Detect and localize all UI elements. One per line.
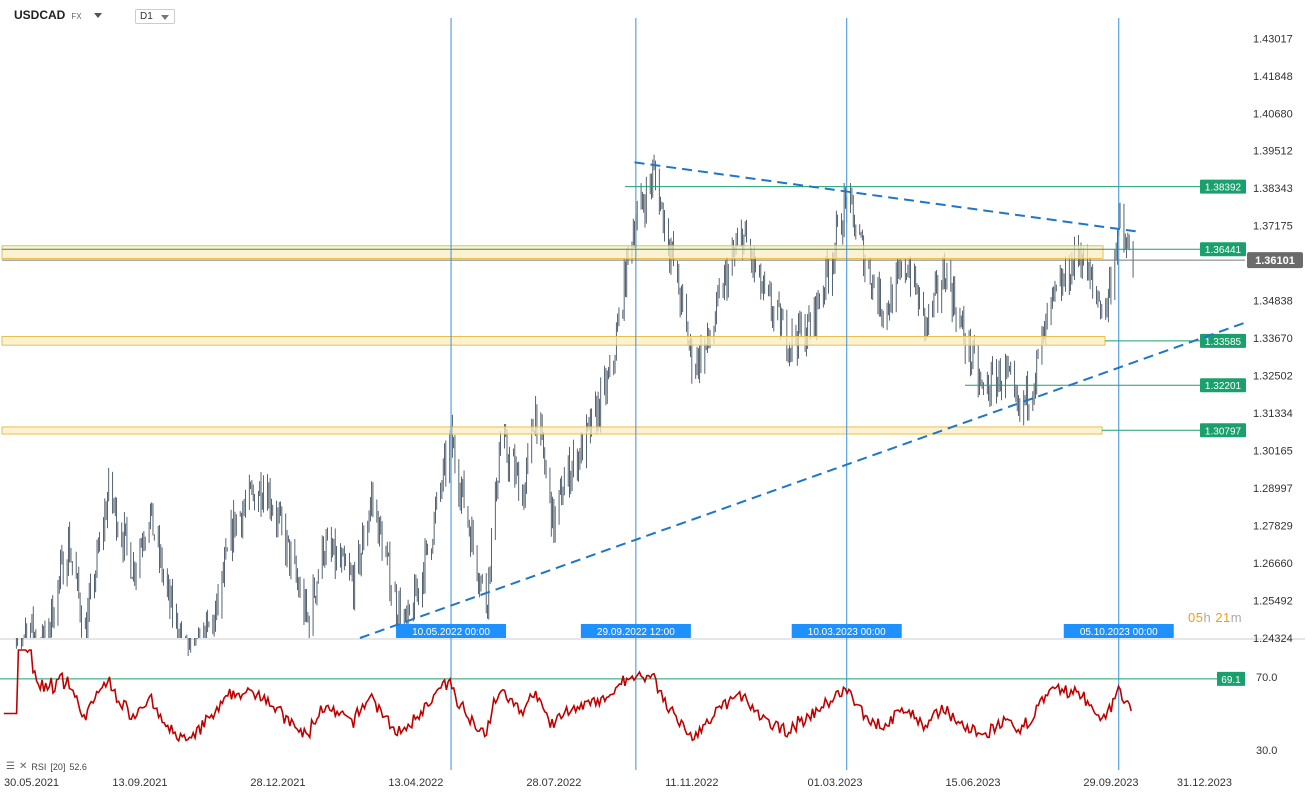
rsi-level-tag-label: 69.1: [1221, 675, 1241, 686]
date-marker-label: 10.03.2023 00:00: [808, 627, 886, 638]
chevron-down-icon[interactable]: [93, 12, 102, 18]
candles-group: [15, 154, 1134, 657]
support-resistance-zone: [1, 335, 1106, 346]
date-marker-tag: [396, 624, 507, 638]
rsi-level-tag: [1217, 671, 1245, 686]
close-icon[interactable]: ✕: [18, 761, 28, 772]
y-tick-label: 1.27829: [1253, 520, 1293, 532]
instrument-symbol[interactable]: USDCAD: [14, 8, 66, 22]
instrument-market: FX: [71, 11, 82, 21]
rsi-name: RSI: [31, 761, 47, 772]
y-tick-label: 1.25492: [1253, 595, 1293, 607]
rsi-line: [3, 649, 1132, 743]
current-price-label: 1.36101: [1255, 255, 1295, 267]
x-tick-label: 29.09.2023: [1083, 777, 1138, 789]
date-marker-tag: [791, 624, 902, 638]
x-tick-label: 30.05.2021: [4, 777, 59, 789]
y-tick-label: 1.31334: [1253, 408, 1293, 420]
instrument-header[interactable]: USDCAD FX: [14, 8, 102, 22]
y-tick-label: 1.43017: [1253, 33, 1293, 45]
timeframe-value: D1: [140, 11, 153, 22]
date-marker-tag: [1063, 624, 1174, 638]
timeframe-select[interactable]: D1: [135, 9, 175, 24]
x-tick-label: 01.03.2023: [807, 777, 862, 789]
y-tick-label: 1.37175: [1253, 221, 1293, 233]
date-marker-tag: [580, 624, 691, 638]
y-tick-label: 1.41848: [1253, 71, 1293, 83]
rsi-period: [20]: [50, 761, 66, 772]
y-tick-label: 1.32502: [1253, 371, 1293, 383]
level-tag: [1200, 423, 1246, 438]
x-tick-label: 15.06.2023: [945, 777, 1000, 789]
y-tick-label: 1.28997: [1253, 483, 1293, 495]
rsi-legend: ☰ ✕ RSI [20] 52.6: [6, 761, 87, 772]
dashed-trendline: [634, 161, 1136, 233]
level-tag: [1200, 179, 1246, 194]
y-tick-label: 1.40680: [1253, 108, 1293, 120]
level-tag: [1200, 378, 1246, 393]
date-marker-label: 10.05.2022 00:00: [412, 627, 490, 638]
x-tick-label: 31.12.2023: [1177, 777, 1232, 789]
support-resistance-zone: [1, 245, 1104, 260]
y-tick-label: 1.33670: [1253, 333, 1293, 345]
candle-countdown: 05h 21m: [1188, 610, 1243, 625]
level-tag-label: 1.33585: [1205, 337, 1242, 348]
rsi-value: 52.6: [69, 761, 87, 772]
x-tick-label: 11.11.2022: [665, 777, 718, 789]
date-marker-label: 29.09.2022 12:00: [597, 627, 675, 638]
y-tick-label: 1.30165: [1253, 446, 1293, 458]
x-tick-label: 28.07.2022: [526, 777, 581, 789]
y-tick-label: 1.24324: [1253, 633, 1293, 645]
x-tick-label: 28.12.2021: [250, 777, 305, 789]
current-price-tag: [1247, 252, 1303, 269]
y-tick-label: 1.39512: [1253, 146, 1293, 158]
x-tick-label: 13.04.2022: [388, 777, 443, 789]
level-tag-label: 1.30797: [1205, 426, 1242, 437]
dashed-trendline: [359, 321, 1246, 639]
level-tag-label: 1.36441: [1205, 245, 1242, 256]
settings-list-icon[interactable]: ☰: [6, 761, 15, 772]
rsi-axis-label: 70.0: [1256, 672, 1277, 684]
y-tick-label: 1.38343: [1253, 183, 1293, 195]
chevron-down-icon[interactable]: [161, 15, 169, 20]
rsi-axis-label: 30.0: [1256, 745, 1277, 757]
level-tag: [1200, 242, 1246, 257]
level-tag-label: 1.32201: [1205, 381, 1242, 392]
date-marker-label: 05.10.2023 00:00: [1080, 627, 1158, 638]
level-tag-label: 1.38392: [1205, 183, 1242, 194]
y-tick-label: 1.34838: [1253, 296, 1293, 308]
level-tag: [1200, 333, 1246, 348]
y-tick-label: 1.26660: [1253, 558, 1293, 570]
x-tick-label: 13.09.2021: [112, 777, 167, 789]
